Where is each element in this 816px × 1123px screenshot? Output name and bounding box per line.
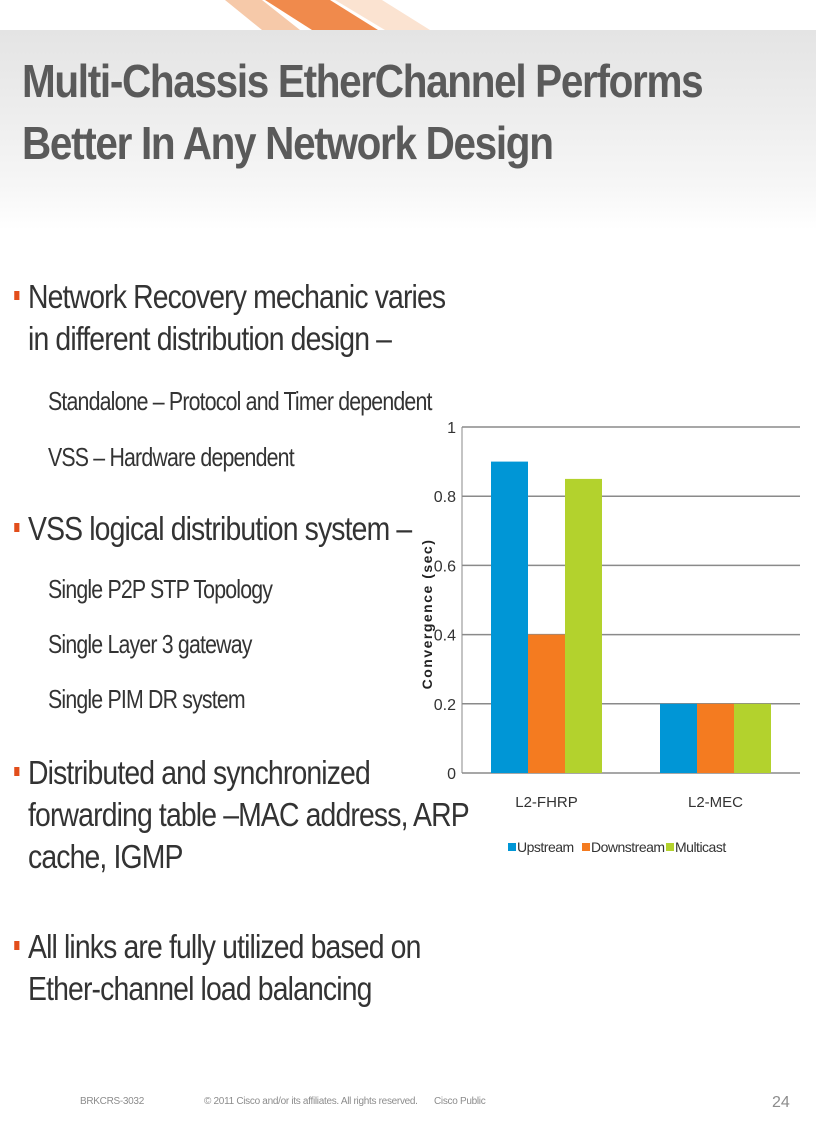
bullet-item: Distributed and synchronized forwarding …: [14, 752, 470, 878]
y-tick-label: 1: [447, 420, 456, 437]
label-layer: 0 0.2 0.4 0.6 0.8 1 L2-FHRP L2-MEC Convergence (…: [419, 420, 743, 811]
sub-bullet-item: Single Layer 3 gateway: [48, 629, 252, 659]
y-axis-title: Convergence (sec): [419, 539, 435, 690]
bullet-text: Network Recovery mechanic varies: [28, 278, 446, 315]
bullet-text: in different distribution design –: [28, 320, 392, 357]
swoosh-graphic: [225, 0, 430, 30]
bar-upstream: [660, 703, 697, 773]
legend-swatch-multicast: [666, 843, 674, 851]
footer-classification: Cisco Public: [434, 1096, 486, 1107]
bar-downstream: [528, 634, 565, 773]
bar-upstream: [491, 461, 528, 773]
y-tick-label: 0.8: [434, 489, 456, 506]
bullet-text: cache, IGMP: [28, 838, 183, 875]
bar-downstream: [697, 703, 734, 773]
sub-bullet-item: Single P2P STP Topology: [48, 574, 273, 604]
bullet-item: Network Recovery mechanic varies in diff…: [14, 276, 446, 360]
swoosh-stripe: [265, 0, 378, 30]
title-line: Better In Any Network Design: [22, 117, 554, 169]
bullet-item: VSS logical distribution system –: [14, 508, 412, 550]
bullet-item: All links are fully utilized based on Et…: [14, 926, 421, 1010]
top-decoration-band: [0, 0, 816, 30]
bullet-list: Network Recovery mechanic varies in diff…: [0, 0, 470, 1050]
title-bar: [0, 30, 816, 230]
x-category-label: L2-FHRP: [515, 794, 578, 811]
bullet-text: Ether-channel load balancing: [28, 970, 372, 1007]
convergence-bar-chart: 0 0.2 0.4 0.6 0.8 1 L2-FHRP L2-MEC Convergence (…: [419, 420, 800, 855]
title-line: Multi-Chassis EtherChannel Performs: [22, 55, 704, 107]
slide-title: Multi-Chassis EtherChannel Performs Bett…: [22, 50, 704, 174]
swoosh-stripe: [225, 0, 300, 30]
bullet-text: Distributed and synchronized: [28, 754, 371, 791]
sub-bullet-item: VSS – Hardware dependent: [48, 442, 295, 472]
y-tick-label: 0.4: [434, 628, 456, 645]
sub-bullet-item: Standalone – Protocol and Timer dependen…: [48, 386, 432, 416]
x-category-label: L2-MEC: [688, 794, 743, 811]
legend-label: Upstream: [517, 839, 574, 855]
y-tick-label: 0.2: [434, 697, 456, 714]
footer-copyright: © 2011 Cisco and/or its affiliates. All …: [204, 1096, 418, 1107]
bar-multicast: [734, 703, 771, 773]
bar-multicast: [565, 478, 602, 773]
page-number: 24: [772, 1094, 790, 1111]
legend: Upstream Downstream Multicast: [508, 839, 727, 855]
y-tick-label: 0.6: [434, 558, 456, 575]
legend-label: Multicast: [675, 839, 726, 855]
legend-swatch-downstream: [582, 843, 590, 851]
legend-label: Downstream: [591, 839, 665, 855]
footer-session-id: BRKCRS-3032: [80, 1096, 144, 1107]
swoosh-stripe: [335, 0, 430, 30]
bar-layer: [491, 461, 771, 773]
bullet-text: All links are fully utilized based on: [28, 928, 421, 965]
y-tick-label: 0: [447, 766, 456, 783]
bullet-text: VSS logical distribution system –: [28, 510, 412, 547]
sub-bullet-item: Single PIM DR system: [48, 684, 246, 714]
bullet-text: forwarding table –MAC address, ARP: [28, 796, 470, 833]
legend-swatch-upstream: [508, 843, 516, 851]
